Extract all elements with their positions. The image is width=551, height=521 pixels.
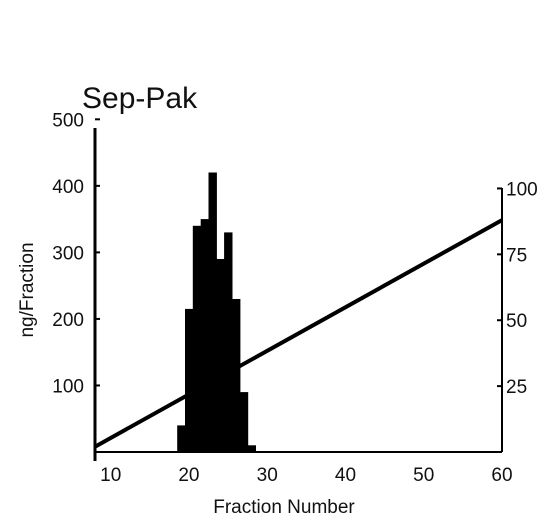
bar-22 — [200, 219, 210, 452]
bar-25 — [224, 232, 233, 452]
y-axis-label: ng/Fraction — [17, 242, 38, 337]
x-axis-label: Fraction Number — [213, 497, 355, 518]
x-tick-labels: 10 20 30 40 50 60 — [100, 465, 512, 486]
x-tick-label: 60 — [491, 465, 512, 486]
line-series-group — [94, 218, 503, 449]
bar-19 — [177, 425, 186, 452]
x-tick-label: 40 — [335, 465, 356, 486]
x-tick-label: 50 — [413, 465, 434, 486]
x-tick-label: 30 — [257, 465, 278, 486]
bar-28 — [247, 445, 256, 452]
bar-21 — [192, 225, 202, 452]
chart-title: Sep-Pak — [82, 82, 198, 115]
bar-26 — [232, 299, 241, 452]
y-tick-label: 100 — [52, 377, 84, 398]
y-tick-label: 400 — [52, 177, 84, 198]
y-tick-label: 500 — [52, 110, 84, 131]
y2-tick-label: 50 — [506, 311, 527, 332]
y2-tick-label: 75 — [506, 245, 527, 266]
y2-tick-label: 25 — [506, 377, 527, 398]
bar-23 — [208, 172, 217, 452]
y-tick-labels: 100 200 300 400 500 — [52, 110, 100, 398]
bars-group — [177, 172, 256, 452]
plot-area: 100 200 300 400 500 25 50 75 100 10 20 30 40 50 60 — [52, 110, 537, 486]
bar-27 — [239, 392, 249, 452]
y2-tick-label: 100 — [506, 179, 538, 200]
x-tick-label: 10 — [100, 465, 121, 486]
y-tick-label: 300 — [52, 243, 84, 264]
bar-20 — [185, 308, 194, 452]
y-tick-label: 200 — [52, 310, 84, 331]
bar-24 — [216, 259, 225, 452]
secondary-y-tick-labels: 25 50 75 100 — [497, 179, 538, 398]
x-tick-label: 20 — [178, 465, 199, 486]
line-series — [94, 218, 503, 449]
